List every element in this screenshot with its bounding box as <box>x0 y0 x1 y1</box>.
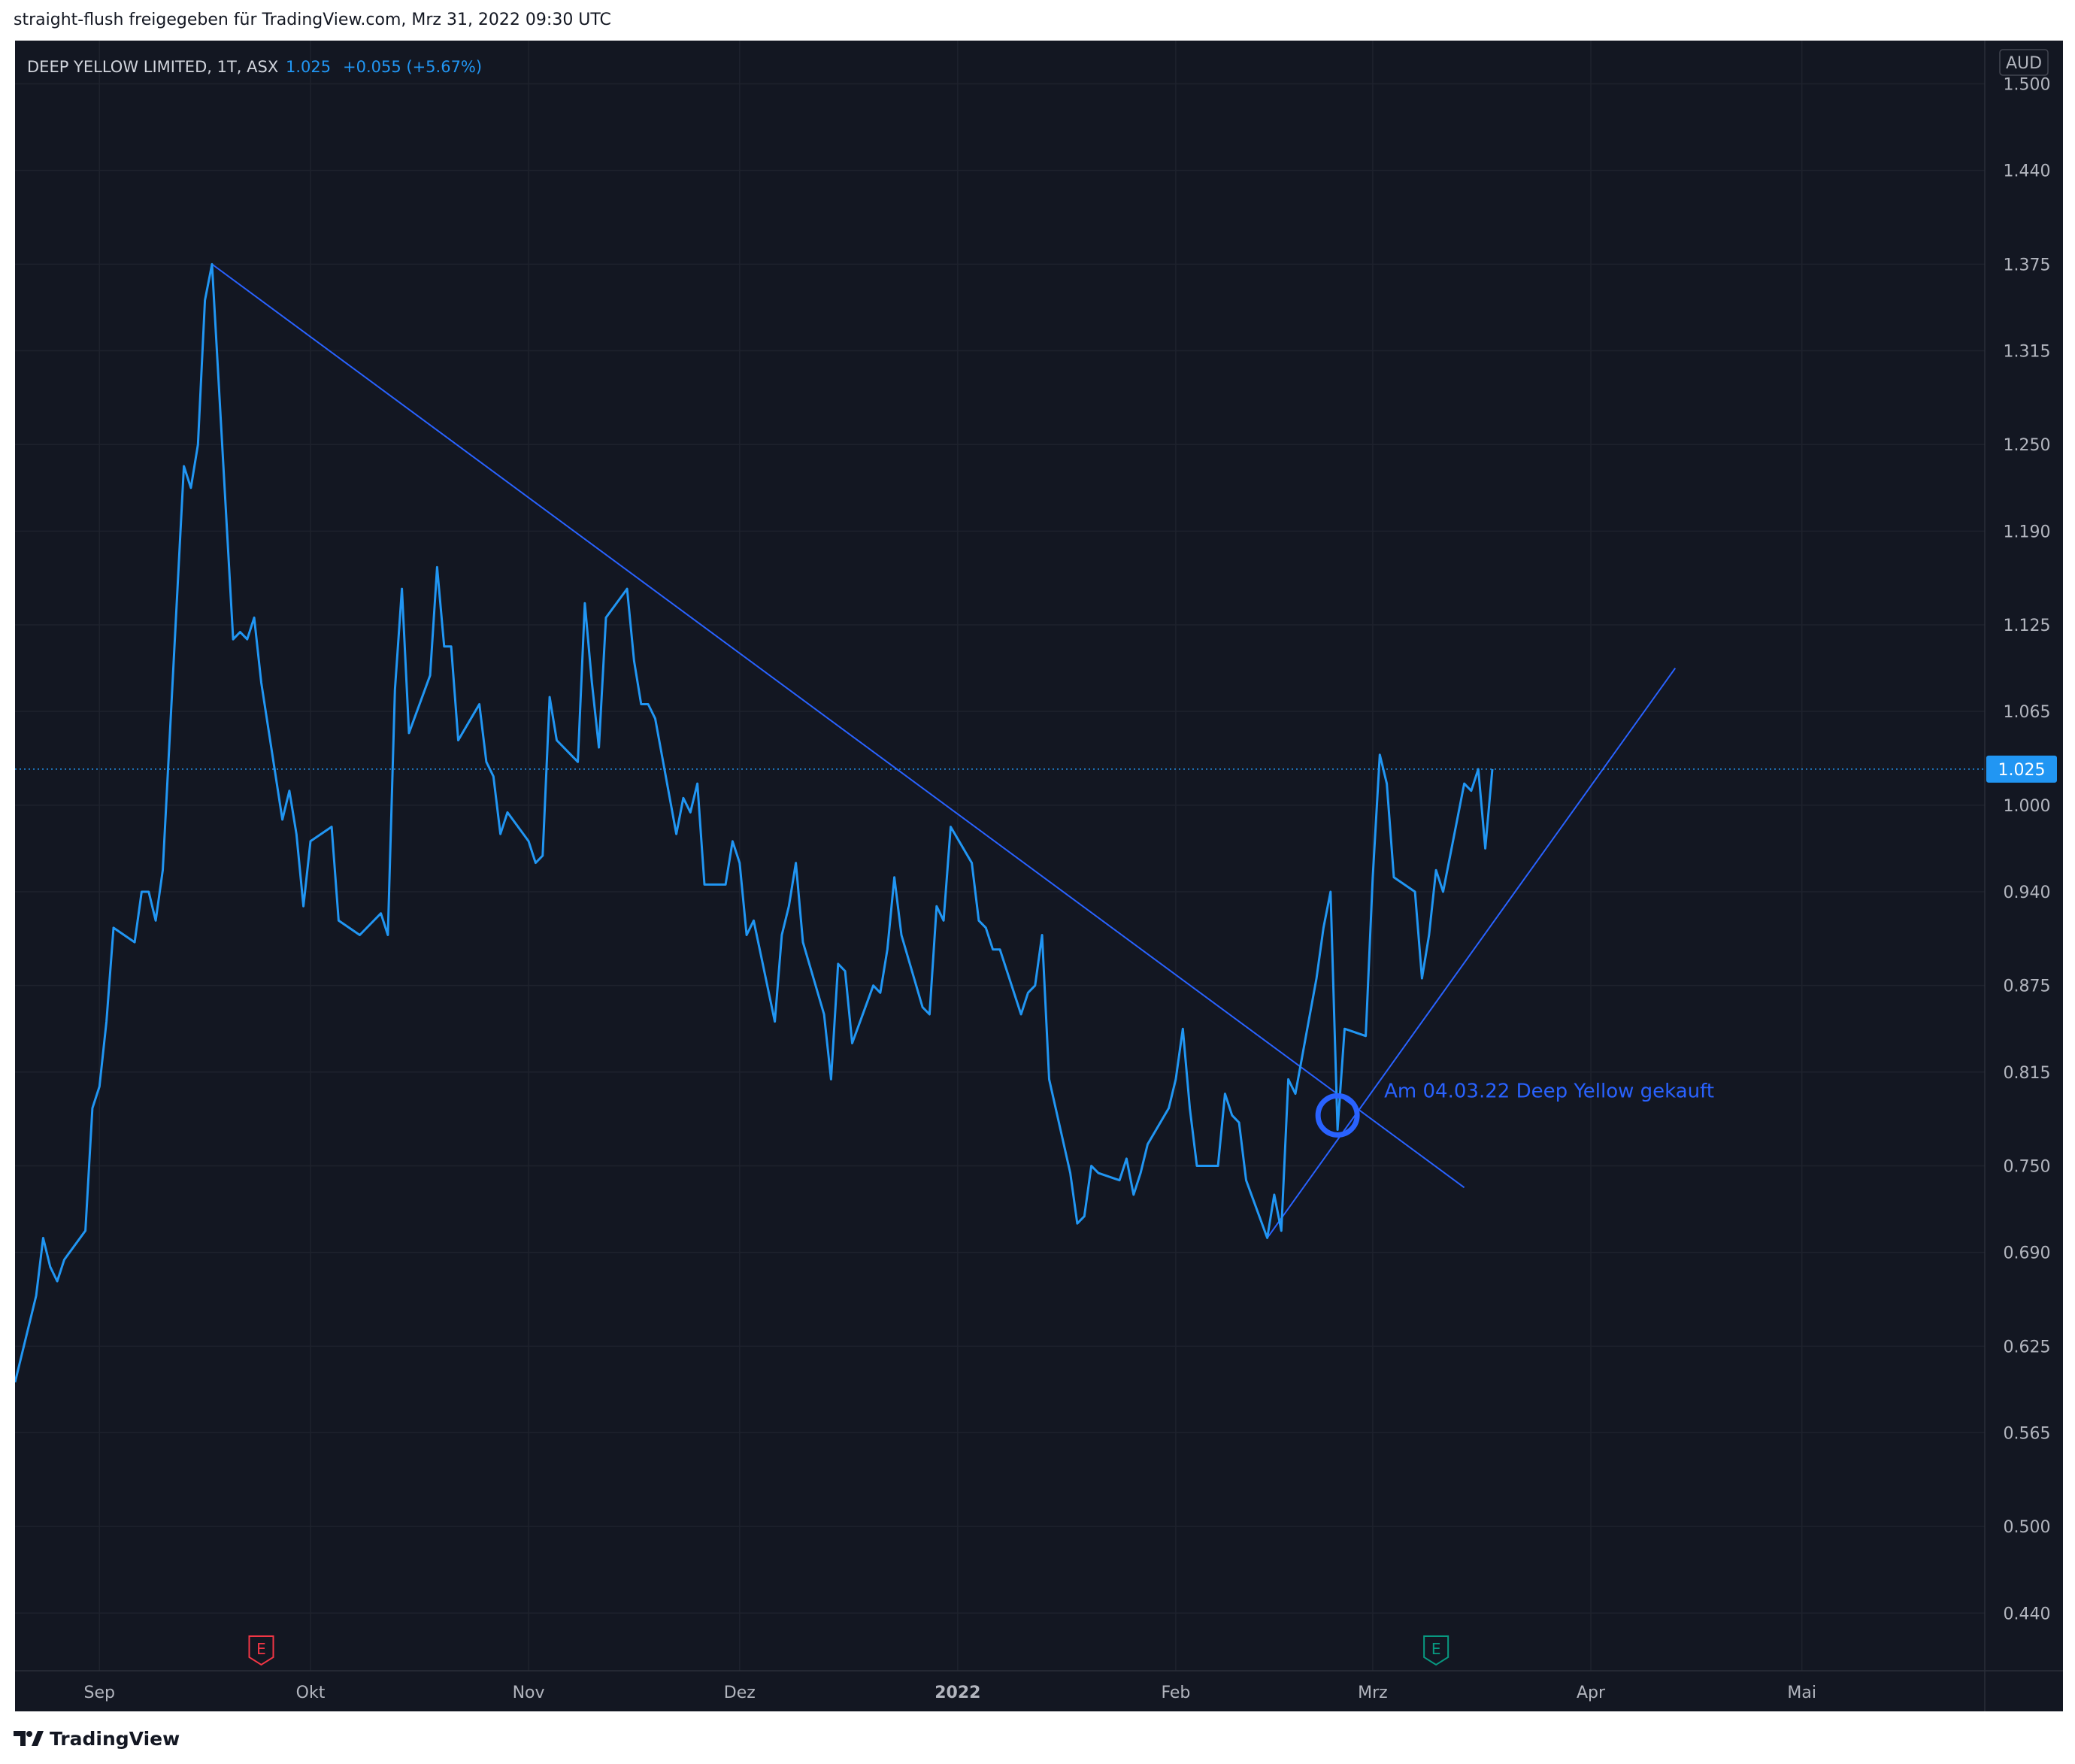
marker-layer <box>1315 1093 1360 1138</box>
y-tick-label: 0.565 <box>2004 1424 2051 1443</box>
x-tick-label: Apr <box>1577 1684 1606 1702</box>
x-tick-label: Dez <box>724 1684 756 1702</box>
trendline[interactable] <box>1266 668 1677 1239</box>
earnings-marker-shape <box>1423 1635 1449 1666</box>
price-series-line[interactable] <box>15 262 1494 1383</box>
last-price-label: 1.025 <box>1998 761 2046 780</box>
earnings-marker-label: E <box>256 1640 266 1658</box>
trendline[interactable] <box>211 263 1465 1189</box>
x-tick-label: Mai <box>1787 1684 1816 1702</box>
price-chart[interactable]: 1.500 1.440 1.375 1.315 1.250 1.190 1.125 1.065… <box>15 41 2063 1711</box>
legend: DEEP YELLOW LIMITED, 1T, ASX 1.025 +0.05… <box>27 58 482 76</box>
y-tick-label: 0.690 <box>2004 1244 2051 1263</box>
share-header: straight-flush freigegeben für TradingVi… <box>14 11 611 29</box>
legend-last-price: 1.025 <box>286 58 331 76</box>
footer: TradingView <box>14 1725 180 1752</box>
x-tick-label: Feb <box>1161 1684 1190 1702</box>
earnings-marker-icon[interactable]: E <box>1423 1635 1449 1666</box>
x-tick-label: 2022 <box>935 1684 980 1702</box>
x-tick-label: Nov <box>513 1684 545 1702</box>
y-tick-label: 0.875 <box>2004 977 2051 996</box>
price-line-layer <box>15 262 1985 1383</box>
legend-symbol[interactable]: DEEP YELLOW LIMITED, 1T, ASX <box>27 58 278 76</box>
y-tick-label: 0.500 <box>2004 1518 2051 1537</box>
y-tick-label: 1.375 <box>2004 256 2051 274</box>
y-tick-label: 1.500 <box>2004 76 2051 95</box>
y-tick-label: 0.440 <box>2004 1605 2051 1623</box>
currency-label: AUD <box>2006 54 2042 73</box>
legend-change: +0.055 (+5.67%) <box>343 58 482 76</box>
y-tick-label: 1.250 <box>2004 436 2051 455</box>
buy-marker-circle[interactable] <box>1315 1093 1360 1138</box>
chart-grid <box>15 41 1985 1671</box>
y-tick-label: 1.440 <box>2004 162 2051 181</box>
annotation-text[interactable]: Am 04.03.22 Deep Yellow gekauft <box>1384 1080 1714 1102</box>
tradingview-logo-icon <box>14 1731 44 1746</box>
x-tick-label: Mrz <box>1358 1684 1388 1702</box>
earnings-marker-label: E <box>1431 1640 1441 1658</box>
x-tick-label: Sep <box>84 1684 115 1702</box>
earnings-marker-shape <box>248 1635 274 1666</box>
y-tick-label: 0.815 <box>2004 1064 2051 1083</box>
y-tick-label: 1.125 <box>2004 617 2051 635</box>
earnings-marker-icon[interactable]: E <box>248 1635 274 1666</box>
x-tick-label: Okt <box>296 1684 326 1702</box>
y-tick-label: 0.940 <box>2004 884 2051 902</box>
chart-panel[interactable]: 1.500 1.440 1.375 1.315 1.250 1.190 1.125 1.065… <box>15 41 2063 1711</box>
y-tick-label: 1.065 <box>2004 703 2051 722</box>
last-price-badge: 1.025 <box>1986 755 2057 783</box>
y-tick-label: 1.315 <box>2004 342 2051 361</box>
y-tick-label: 1.190 <box>2004 523 2051 541</box>
trendline-layer <box>211 263 1677 1239</box>
currency-badge[interactable]: AUD <box>1999 49 2049 76</box>
axis-layer: 1.500 1.440 1.375 1.315 1.250 1.190 1.125 1.065… <box>15 41 2063 1711</box>
y-tick-label: 1.000 <box>2004 797 2051 816</box>
y-tick-label: 0.750 <box>2004 1157 2051 1176</box>
tradingview-brand[interactable]: TradingView <box>50 1727 180 1750</box>
y-tick-label: 0.625 <box>2004 1338 2051 1356</box>
